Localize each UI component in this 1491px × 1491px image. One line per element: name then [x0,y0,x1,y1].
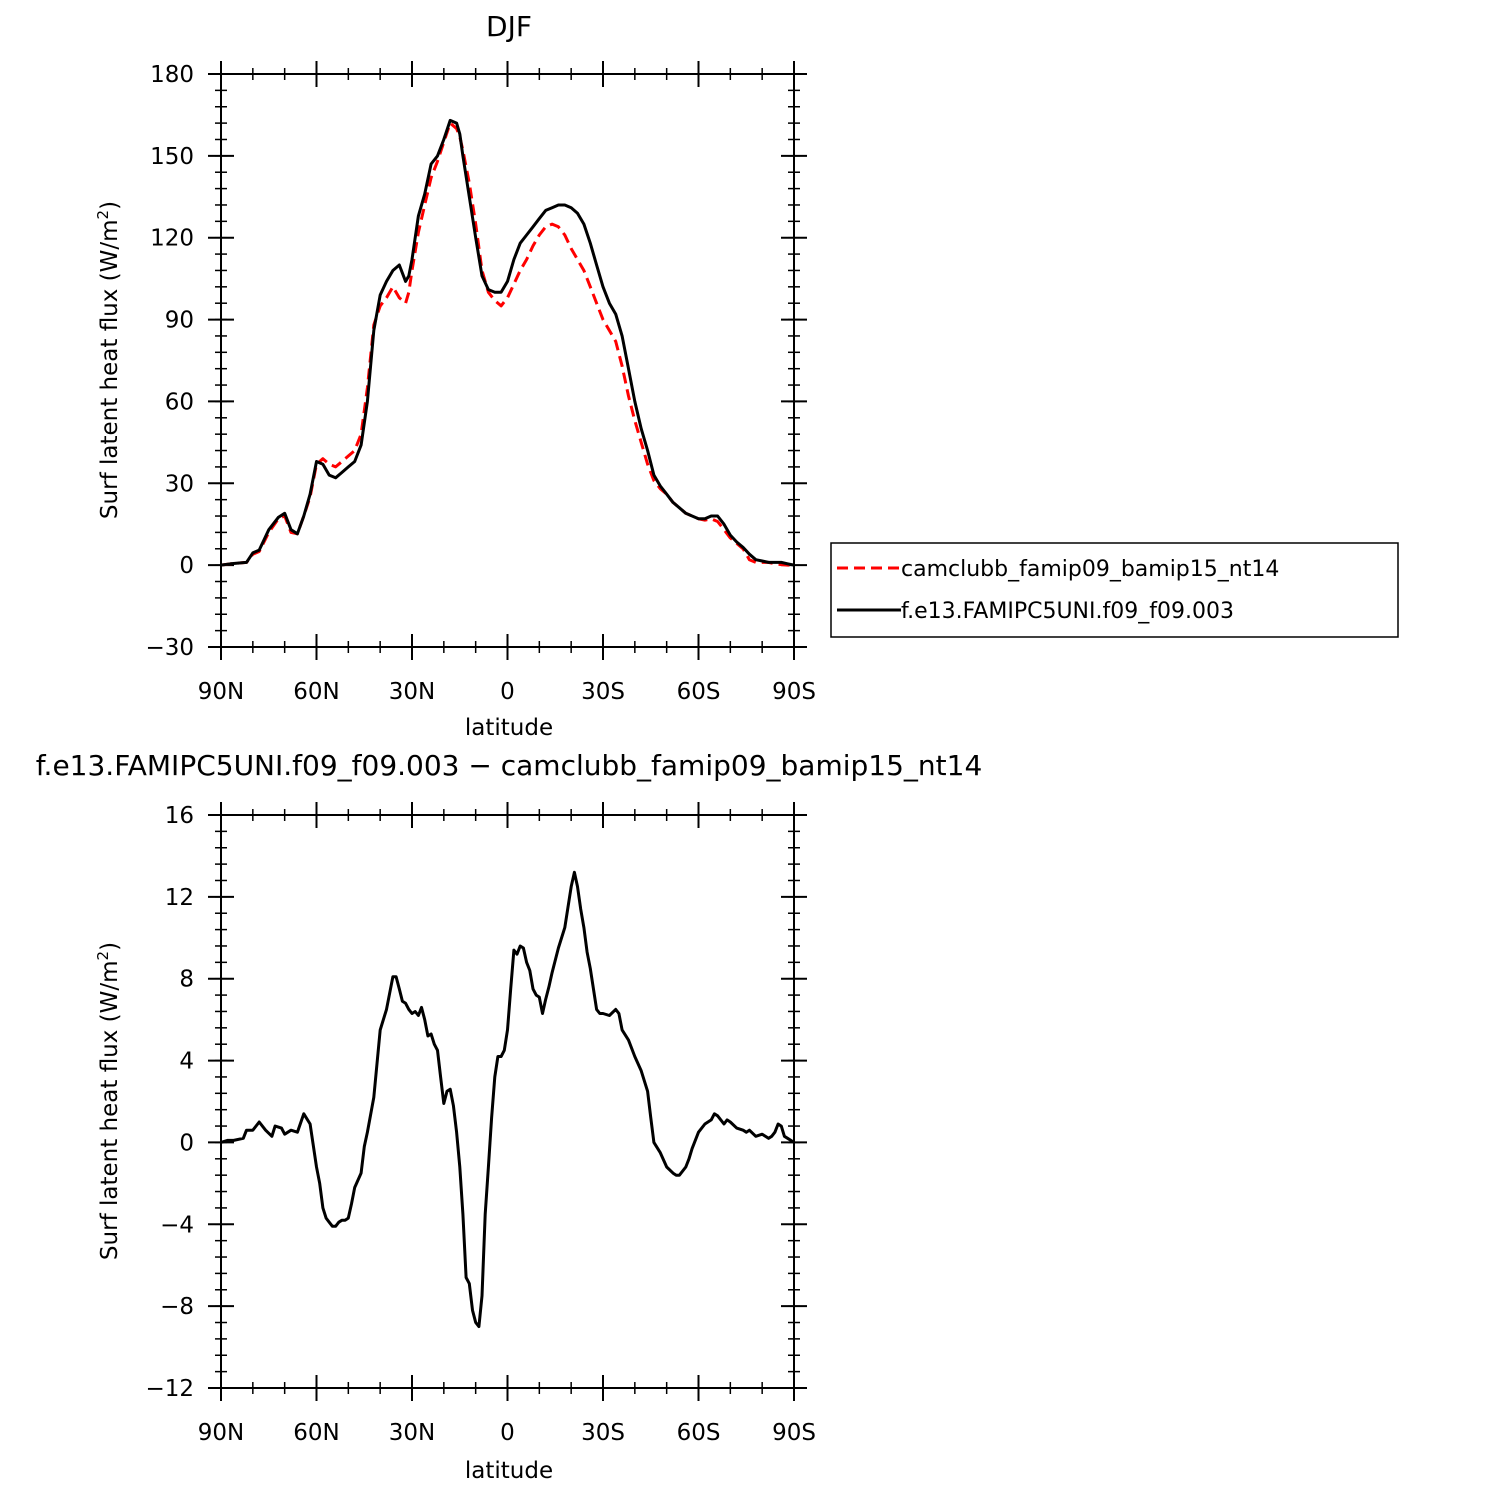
top-ytick-label: 150 [150,144,194,170]
bottom-ytick-label: 16 [165,803,194,829]
top-series-dashed-line [220,121,794,567]
bottom-series-solid-line [220,870,795,1329]
bottom-plot-title: f.e13.FAMIPC5UNI.f09_f09.003 − camclubb_… [36,749,983,782]
bottom-xtick-label: 30S [581,1420,625,1446]
bottom-panel: f.e13.FAMIPC5UNI.f09_f09.003 − camclubb_… [36,749,983,1484]
top-ytick-label: 30 [165,471,194,497]
bottom-xtick-label: 0 [500,1420,515,1446]
top-xtick-label: 90N [198,679,244,705]
bottom-ytick-label: −4 [160,1212,194,1238]
top-ytick-label: 0 [179,553,194,579]
bottom-xtick-label: 90N [198,1420,244,1446]
bottom-ytick-label: 0 [179,1130,194,1156]
bottom-ytick-label: −8 [160,1294,194,1320]
bottom-xtick-label: 90S [772,1420,816,1446]
legend-label-test: f.e13.FAMIPC5UNI.f09_f09.003 [901,599,1234,624]
top-series-solid-line [220,118,795,567]
top-xtick-label: 90S [772,679,816,705]
legend-label-control: camclubb_famip09_bamip15_nt14 [901,557,1279,582]
bottom-plot-frame [220,814,795,1389]
top-ytick-label: 180 [150,62,194,88]
top-xtick-label: 0 [500,679,515,705]
top-ytick-label: −30 [145,635,194,661]
bottom-series-group [220,870,795,1329]
top-xtick-label: 60S [677,679,721,705]
top-x-axis-label: latitude [465,715,553,741]
bottom-y-axis-label: Surf latent heat flux (W/m2) [94,942,123,1260]
bottom-xtick-label: 60N [293,1420,339,1446]
top-series-group [220,118,795,567]
top-ticks: −30 0 30 60 90 120 150 180 90N 60N 30N 0 30S 60S 90S [145,61,816,705]
top-ytick-label: 120 [150,226,194,252]
bottom-xtick-label: 30N [389,1420,435,1446]
bottom-xtick-label: 60S [677,1420,721,1446]
bottom-x-axis-label: latitude [465,1458,553,1484]
bottom-ytick-label: 4 [179,1049,194,1075]
top-xtick-label: 30S [581,679,625,705]
top-ytick-label: 60 [165,389,194,415]
top-plot-title: DJF [486,10,532,43]
bottom-ticks: −12 −8 −4 0 4 8 12 16 90N 60N 30N 0 30S 60S 90S [145,802,816,1446]
top-y-axis-label: Surf latent heat flux (W/m2) [94,201,123,519]
bottom-ytick-label: 8 [179,967,194,993]
bottom-ytick-label: 12 [165,885,194,911]
top-ytick-label: 90 [165,308,194,334]
legend-box [830,542,1399,638]
bottom-ytick-label: −12 [145,1376,194,1402]
top-panel: DJF −30 0 30 60 90 120 150 180 90N 60N 30N 0 30S 60S 9… [94,10,816,741]
top-xtick-label: 30N [389,679,435,705]
top-plot-frame [220,73,795,648]
top-xtick-label: 60N [293,679,339,705]
legend: camclubb_famip09_bamip15_nt14 f.e13.FAMI… [830,542,1399,638]
